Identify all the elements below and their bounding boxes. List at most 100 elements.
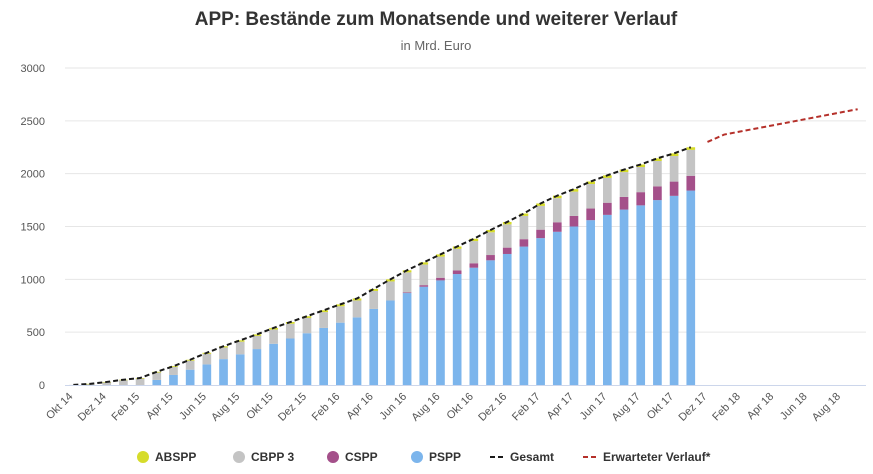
legend-marker <box>137 451 149 463</box>
bar-pspp <box>619 209 629 385</box>
bar-cbpp-3 <box>536 205 545 230</box>
bar-cbpp-3 <box>519 215 529 240</box>
x-axis: Okt 14 Dez 14 Feb 15 Apr 15 Jun 15 Aug 15 Okt … <box>44 385 866 424</box>
x-tick-label: Apr 16 <box>344 391 375 422</box>
bar-pspp <box>269 343 278 385</box>
bar-cbpp-3 <box>586 184 595 209</box>
chart-subtitle: in Mrd. Euro <box>401 38 472 53</box>
bar-cspp <box>486 255 495 261</box>
bar-cbpp-3 <box>369 290 379 309</box>
bar-pspp <box>436 280 445 385</box>
bar-cbpp-3 <box>235 341 245 355</box>
bar-cbpp-3 <box>119 380 128 385</box>
x-tick-label: Feb 18 <box>710 391 743 424</box>
bar-cspp <box>469 263 479 268</box>
bar-pspp <box>319 327 328 385</box>
y-tick-label: 0 <box>39 380 45 392</box>
bar-cspp <box>536 229 545 239</box>
x-tick-label: Okt 14 <box>44 391 75 422</box>
x-tick-label: Apr 15 <box>144 391 175 422</box>
bar-cspp <box>669 181 679 196</box>
bar-cbpp-3 <box>135 378 145 385</box>
bar-cspp <box>603 202 612 215</box>
bar-abspp <box>552 195 562 199</box>
bar-pspp <box>369 308 379 385</box>
bar-cspp <box>653 186 662 201</box>
bar-abspp <box>169 366 178 368</box>
x-tick-label: Jun 17 <box>578 391 610 423</box>
bar-pspp <box>386 300 395 385</box>
x-tick-label: Feb 17 <box>510 391 543 424</box>
bar-pspp <box>469 267 479 385</box>
bar-cspp <box>619 196 629 210</box>
bar-cspp <box>519 239 529 247</box>
bar-cbpp-3 <box>653 160 662 187</box>
bar-pspp <box>586 220 595 385</box>
x-tick-label: Aug 17 <box>610 391 643 424</box>
bar-abspp <box>519 213 529 216</box>
bar-pspp <box>152 379 162 385</box>
y-tick-label: 1500 <box>21 222 45 234</box>
bar-pspp <box>452 274 462 385</box>
x-tick-label: Apr 18 <box>745 391 776 422</box>
bar-cspp <box>569 215 579 227</box>
legend: ABSPP CBPP 3 CSPP PSPP Gesamt Erwarteter Verl… <box>137 450 711 464</box>
bar-cbpp-3 <box>102 382 112 385</box>
legend-label: Erwarteter Verlauf* <box>603 450 711 464</box>
y-tick-label: 1000 <box>21 274 45 286</box>
legend-label: CBPP 3 <box>251 450 294 464</box>
legend-item: Erwarteter Verlauf* <box>583 450 711 464</box>
line-gesamt <box>73 146 692 386</box>
bar-abspp <box>653 158 662 161</box>
bar-pspp <box>536 238 545 385</box>
bar-abspp <box>619 169 629 173</box>
bar-abspp <box>502 221 512 225</box>
x-tick-label: Jun 18 <box>778 391 810 423</box>
legend-label: ABSPP <box>155 450 196 464</box>
bar-pspp <box>219 359 228 385</box>
bar-cbpp-3 <box>285 323 295 339</box>
bar-cspp <box>636 192 646 206</box>
bar-cbpp-3 <box>452 248 462 271</box>
bar-pspp <box>486 260 495 385</box>
legend-item: Gesamt <box>490 450 554 464</box>
bar-abspp <box>686 147 696 150</box>
bar-pspp <box>603 214 612 385</box>
x-tick-label: Jun 15 <box>177 391 209 423</box>
bar-cbpp-3 <box>269 329 278 344</box>
bar-cbpp-3 <box>419 264 429 286</box>
bar-cbpp-3 <box>669 156 679 182</box>
bar-cspp <box>452 270 462 275</box>
bar-abspp <box>469 238 479 242</box>
bar-pspp <box>636 205 646 385</box>
legend-label: Gesamt <box>510 450 554 464</box>
x-tick-label: Aug 18 <box>810 391 843 424</box>
x-tick-label: Okt 16 <box>445 391 476 422</box>
bar-cbpp-3 <box>619 172 629 197</box>
x-tick-label: Aug 16 <box>409 391 442 424</box>
bar-abspp <box>536 203 545 206</box>
y-tick-label: 3000 <box>21 63 45 75</box>
bar-cbpp-3 <box>486 232 495 256</box>
x-tick-label: Dez 14 <box>76 391 109 424</box>
bar-abspp <box>586 181 595 185</box>
bar-cspp <box>552 222 562 232</box>
bar-cbpp-3 <box>352 300 362 318</box>
x-tick-label: Dez 17 <box>676 391 709 424</box>
bar-abspp <box>603 175 612 178</box>
legend-item: CBPP 3 <box>233 450 294 464</box>
bar-cbpp-3 <box>202 353 212 365</box>
bar-cspp <box>436 277 445 281</box>
bar-cbpp-3 <box>336 306 345 323</box>
bar-abspp <box>252 334 262 336</box>
bar-pspp <box>502 253 512 385</box>
bar-cbpp-3 <box>552 198 562 223</box>
chart-title: APP: Bestände zum Monatsende und weitere… <box>195 9 678 30</box>
bar-pspp <box>302 333 312 385</box>
legend-marker <box>233 451 245 463</box>
legend-item: ABSPP <box>137 450 196 464</box>
bar-cbpp-3 <box>402 272 412 293</box>
bar-cbpp-3 <box>386 281 395 301</box>
